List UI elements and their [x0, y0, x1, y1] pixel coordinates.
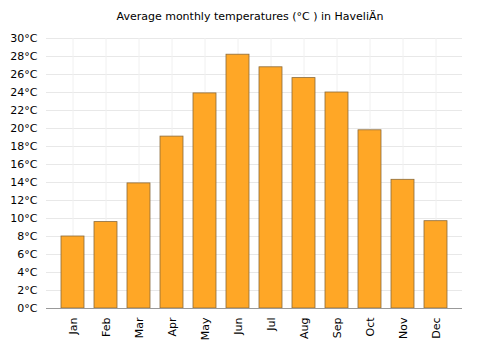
svg-text:Oct: Oct [364, 317, 377, 337]
svg-text:Aug: Aug [298, 318, 311, 339]
svg-text:2°C: 2°C [17, 284, 37, 297]
svg-text:8°C: 8°C [17, 230, 37, 243]
svg-text:Mar: Mar [133, 317, 146, 338]
svg-text:6°C: 6°C [17, 248, 37, 261]
svg-text:Apr: Apr [166, 317, 179, 337]
svg-text:4°C: 4°C [17, 266, 37, 279]
svg-text:18°C: 18°C [10, 140, 37, 153]
svg-text:30°C: 30°C [10, 32, 37, 45]
svg-text:20°C: 20°C [10, 122, 37, 135]
svg-text:Jan: Jan [67, 317, 80, 335]
svg-text:Feb: Feb [100, 317, 113, 336]
svg-text:Jul: Jul [265, 318, 278, 332]
svg-text:26°C: 26°C [10, 68, 37, 81]
svg-text:24°C: 24°C [10, 86, 37, 99]
svg-text:14°C: 14°C [10, 176, 37, 189]
html-text:Average monthly temperatures (: Average monthly temperatures (°C ) in Ha… [116, 10, 384, 23]
svg-text:Jun: Jun [232, 317, 245, 335]
svg-text:0°C: 0°C [17, 302, 37, 315]
svg-text:28°C: 28°C [10, 50, 37, 63]
svg-text:Dec: Dec [430, 318, 443, 339]
svg-text:May: May [199, 317, 212, 340]
svg-text:16°C: 16°C [10, 158, 37, 171]
svg-text:22°C: 22°C [10, 104, 37, 117]
svg-text:12°C: 12°C [10, 194, 37, 207]
svg-text:Nov: Nov [397, 317, 410, 339]
svg-text:Sep: Sep [331, 317, 344, 338]
svg-text:10°C: 10°C [10, 212, 37, 225]
